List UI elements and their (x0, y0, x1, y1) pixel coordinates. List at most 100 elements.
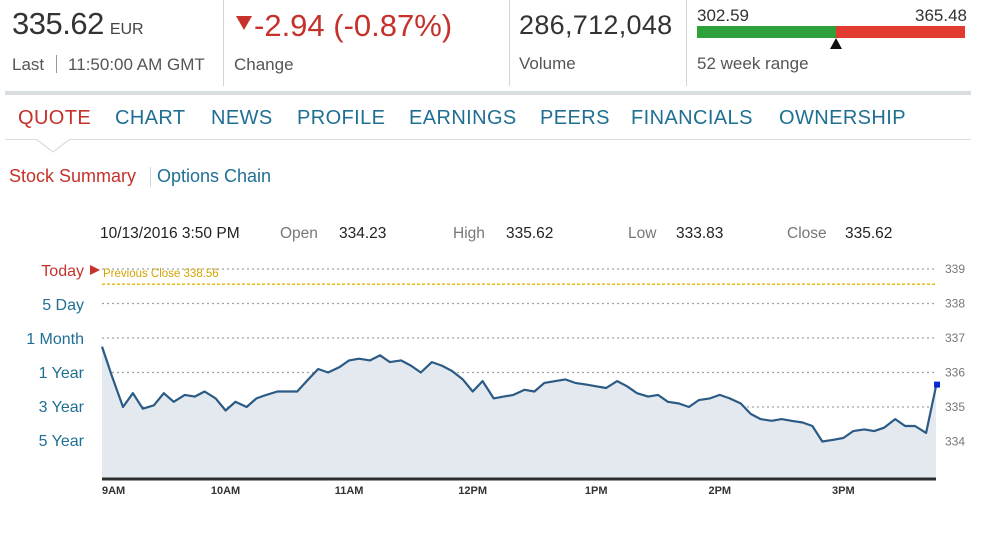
range-bar-high-segment (836, 26, 965, 38)
price-point (523, 389, 525, 391)
price-point (564, 378, 566, 380)
price-point (111, 375, 113, 377)
price-point (842, 437, 844, 439)
range-low: 302.59 (697, 6, 749, 25)
subnav-options-chain[interactable]: Options Chain (157, 166, 272, 186)
price-point (636, 392, 638, 394)
x-tick-label: 10AM (211, 485, 240, 497)
price-point (605, 387, 607, 389)
price-point (203, 390, 205, 392)
y-tick-label: 336 (945, 366, 965, 380)
price-point (462, 378, 464, 380)
price-point (771, 420, 773, 422)
price-point (719, 394, 721, 396)
range-high: 365.48 (915, 6, 967, 25)
price-point (698, 399, 700, 401)
range-today-button[interactable]: Today (41, 263, 84, 280)
price-point (163, 392, 165, 394)
price-point (132, 392, 134, 394)
price-point (410, 364, 412, 366)
price-point (234, 401, 236, 403)
down-triangle-icon (236, 16, 252, 30)
price-point (142, 408, 144, 410)
change-value: -2.94 (-0.87%) (254, 8, 453, 43)
price-point (358, 358, 360, 360)
price-point (811, 425, 813, 427)
price-point (296, 390, 298, 392)
subnav-stock-summary[interactable]: Stock Summary (9, 166, 137, 186)
price-point (512, 394, 514, 396)
high-value: 335.62 (506, 225, 554, 242)
high-label: High (453, 225, 485, 242)
x-tick-label: 11AM (335, 485, 364, 497)
price-point (533, 390, 535, 392)
price-point (307, 378, 309, 380)
volume-value: 286,712,048 (519, 10, 673, 40)
price-point (925, 432, 927, 434)
price-point (420, 371, 422, 373)
price-point (801, 421, 803, 423)
last-time: 11:50:00 AM GMT (68, 55, 205, 74)
price-point (904, 425, 906, 427)
tab-quote[interactable]: QUOTE (18, 107, 92, 129)
tab-news[interactable]: NEWS (211, 107, 273, 129)
price-point (543, 382, 545, 384)
quote-datetime: 10/13/2016 3:50 PM (100, 225, 240, 242)
range-bar-low-segment (697, 26, 837, 38)
tab-peers[interactable]: PEERS (540, 107, 610, 129)
price-point (389, 361, 391, 363)
tabbar-border (5, 139, 971, 140)
price-point (441, 364, 443, 366)
price-point (400, 359, 402, 361)
tab-ownership[interactable]: OWNERSHIP (779, 107, 906, 129)
currency: EUR (109, 21, 144, 38)
tabbar-border (5, 91, 971, 95)
low-value: 333.83 (676, 225, 724, 242)
last-price-marker (934, 381, 940, 388)
price-point (780, 418, 782, 420)
price-point (709, 397, 711, 399)
price-point (678, 402, 680, 404)
price-point (153, 404, 155, 406)
range-1month-button[interactable]: 1 Month (26, 331, 84, 348)
price-point (481, 380, 483, 382)
close-label: Close (787, 225, 827, 242)
last-label: Last (12, 55, 45, 74)
price-point (265, 394, 267, 396)
price-point (276, 390, 278, 392)
price-point (502, 395, 504, 397)
range-3year-button[interactable]: 3 Year (38, 399, 84, 416)
active-tab-pointer-icon (36, 139, 70, 153)
price-point (101, 345, 103, 347)
price-point (626, 385, 628, 387)
range-label: 52 week range (697, 54, 809, 73)
price-point (493, 397, 495, 399)
x-tick-label: 3PM (832, 485, 855, 497)
price-point (616, 380, 618, 382)
y-tick-label: 338 (945, 297, 965, 311)
price-point (595, 385, 597, 387)
divider (509, 0, 510, 86)
tab-chart[interactable]: CHART (115, 107, 186, 129)
x-tick-label: 12PM (458, 485, 487, 497)
divider (686, 0, 687, 86)
range-5year-button[interactable]: 5 Year (38, 433, 84, 450)
price-point (657, 394, 659, 396)
tab-financials[interactable]: FINANCIALS (631, 107, 753, 129)
price-point (369, 359, 371, 361)
tab-earnings[interactable]: EARNINGS (409, 107, 517, 129)
price-point (914, 425, 916, 427)
price-point (852, 430, 854, 432)
range-5day-button[interactable]: 5 Day (42, 297, 84, 314)
price-point (431, 361, 433, 363)
previous-close-label: Previous Close 338.56 (103, 268, 219, 280)
price-point (338, 366, 340, 368)
price-point (184, 394, 186, 396)
y-tick-label: 339 (945, 262, 965, 276)
price-point (667, 401, 669, 403)
tab-profile[interactable]: PROFILE (297, 107, 386, 129)
range-1year-button[interactable]: 1 Year (38, 365, 84, 382)
price-point (750, 413, 752, 415)
week-range-cell: 302.59 365.48 52 week range (697, 0, 967, 86)
price-point (585, 383, 587, 385)
